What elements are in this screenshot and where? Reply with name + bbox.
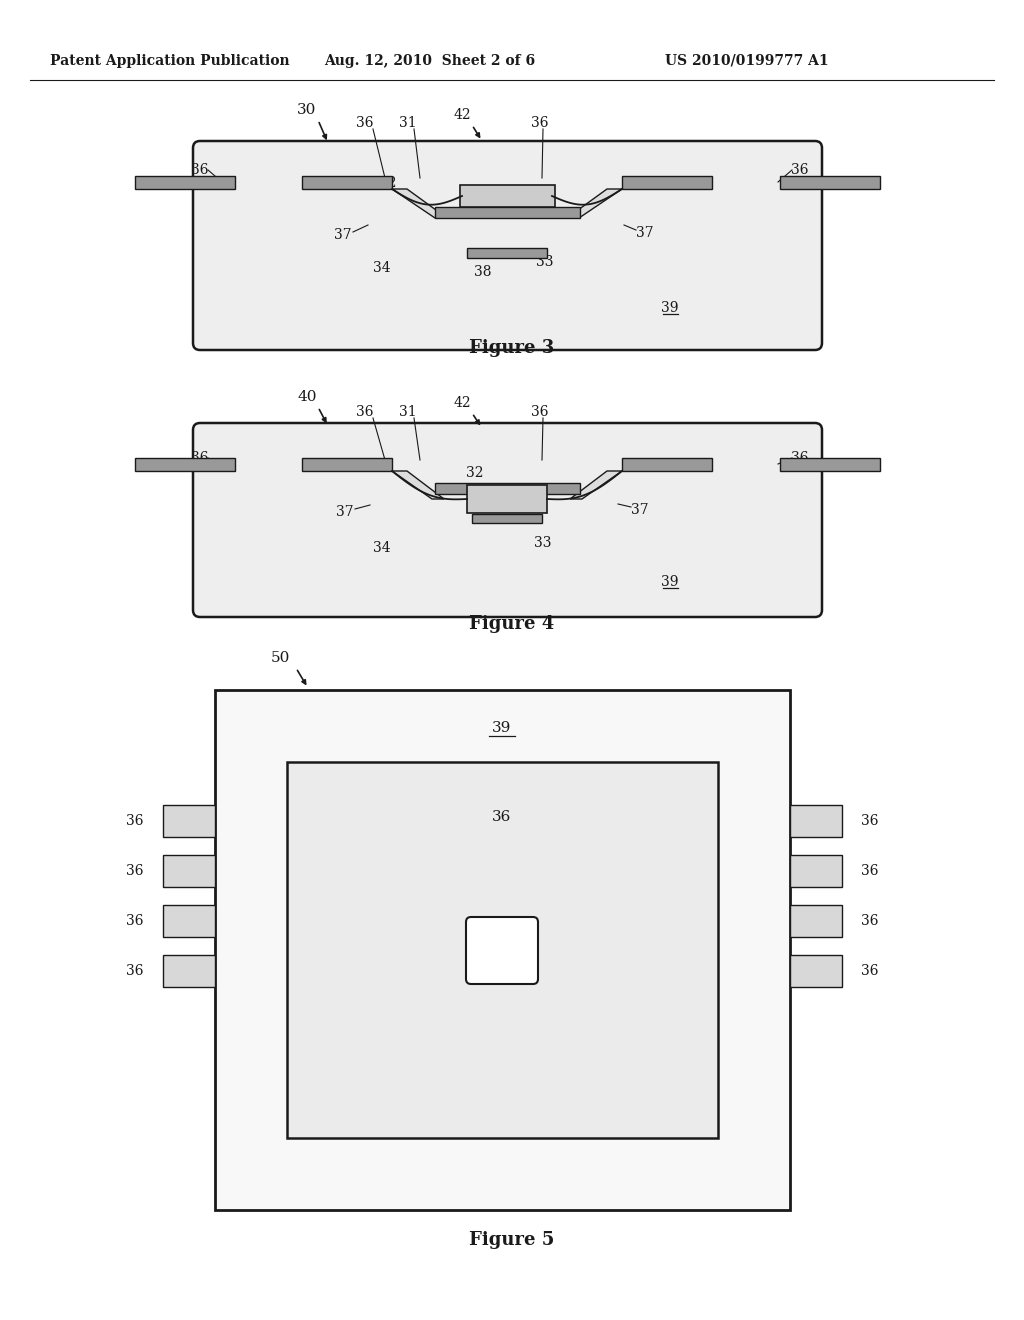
Text: 36: 36 — [191, 451, 209, 465]
Text: 42: 42 — [454, 396, 471, 411]
Bar — [790, 906, 842, 937]
Text: 42: 42 — [454, 108, 471, 121]
Bar — [460, 185, 555, 207]
Text: 36: 36 — [126, 865, 143, 878]
Bar — [780, 176, 880, 189]
Text: 36: 36 — [191, 162, 209, 177]
Text: 36: 36 — [531, 405, 549, 418]
Text: Figure 3: Figure 3 — [469, 339, 555, 356]
Text: 36: 36 — [861, 865, 879, 878]
Bar — [163, 906, 215, 937]
Text: 34: 34 — [373, 261, 391, 275]
Text: 37: 37 — [636, 226, 653, 240]
Text: 31: 31 — [399, 116, 417, 129]
Text: 32: 32 — [466, 466, 483, 480]
Text: 36: 36 — [356, 116, 374, 129]
Polygon shape — [392, 189, 447, 218]
Bar — [622, 458, 712, 471]
Bar — [163, 954, 215, 987]
Text: 36: 36 — [126, 913, 143, 928]
Text: 37: 37 — [631, 503, 649, 517]
Bar — [467, 484, 547, 513]
Text: 42: 42 — [493, 942, 512, 957]
Text: 36: 36 — [356, 405, 374, 418]
Bar — [467, 248, 547, 257]
Text: 39: 39 — [662, 301, 679, 315]
Text: 33: 33 — [537, 255, 554, 269]
Bar — [780, 458, 880, 471]
Bar — [790, 855, 842, 887]
Bar — [435, 483, 580, 494]
FancyBboxPatch shape — [466, 917, 538, 983]
Bar — [135, 458, 234, 471]
Bar — [790, 954, 842, 987]
Text: 36: 36 — [861, 814, 879, 828]
Text: US 2010/0199777 A1: US 2010/0199777 A1 — [665, 54, 828, 69]
Text: 36: 36 — [792, 162, 809, 177]
Bar — [163, 855, 215, 887]
Text: 35: 35 — [488, 193, 506, 207]
Text: 50: 50 — [270, 651, 290, 665]
Text: 37: 37 — [334, 228, 352, 242]
Text: 36: 36 — [861, 964, 879, 978]
Bar — [790, 805, 842, 837]
Bar — [435, 207, 580, 218]
Bar — [215, 690, 790, 1210]
Text: 36: 36 — [861, 913, 879, 928]
Text: 31: 31 — [399, 405, 417, 418]
Text: 30: 30 — [297, 103, 316, 117]
Text: 35: 35 — [486, 492, 504, 507]
Text: 36: 36 — [531, 116, 549, 129]
Text: Patent Application Publication: Patent Application Publication — [50, 54, 290, 69]
FancyBboxPatch shape — [193, 422, 822, 616]
Text: 34: 34 — [373, 541, 391, 554]
FancyBboxPatch shape — [193, 141, 822, 350]
Text: 33: 33 — [535, 536, 552, 550]
Text: 36: 36 — [493, 810, 512, 824]
Bar — [302, 176, 392, 189]
Text: 37: 37 — [336, 506, 354, 519]
Text: Figure 4: Figure 4 — [469, 615, 555, 634]
Text: Aug. 12, 2010  Sheet 2 of 6: Aug. 12, 2010 Sheet 2 of 6 — [325, 54, 536, 69]
Text: 36: 36 — [126, 964, 143, 978]
Bar — [163, 805, 215, 837]
Bar — [287, 762, 718, 1138]
Bar — [472, 513, 542, 523]
Polygon shape — [570, 471, 622, 499]
Polygon shape — [567, 189, 622, 218]
Text: Figure 5: Figure 5 — [469, 1232, 555, 1249]
Text: 39: 39 — [493, 721, 512, 735]
Text: 39: 39 — [662, 576, 679, 589]
Text: 32: 32 — [379, 176, 396, 190]
Text: 40: 40 — [297, 389, 316, 404]
Text: 38: 38 — [474, 265, 492, 279]
Bar — [135, 176, 234, 189]
Bar — [622, 176, 712, 189]
Text: 36: 36 — [126, 814, 143, 828]
Bar — [302, 458, 392, 471]
Text: 36: 36 — [792, 451, 809, 465]
Polygon shape — [392, 471, 444, 499]
